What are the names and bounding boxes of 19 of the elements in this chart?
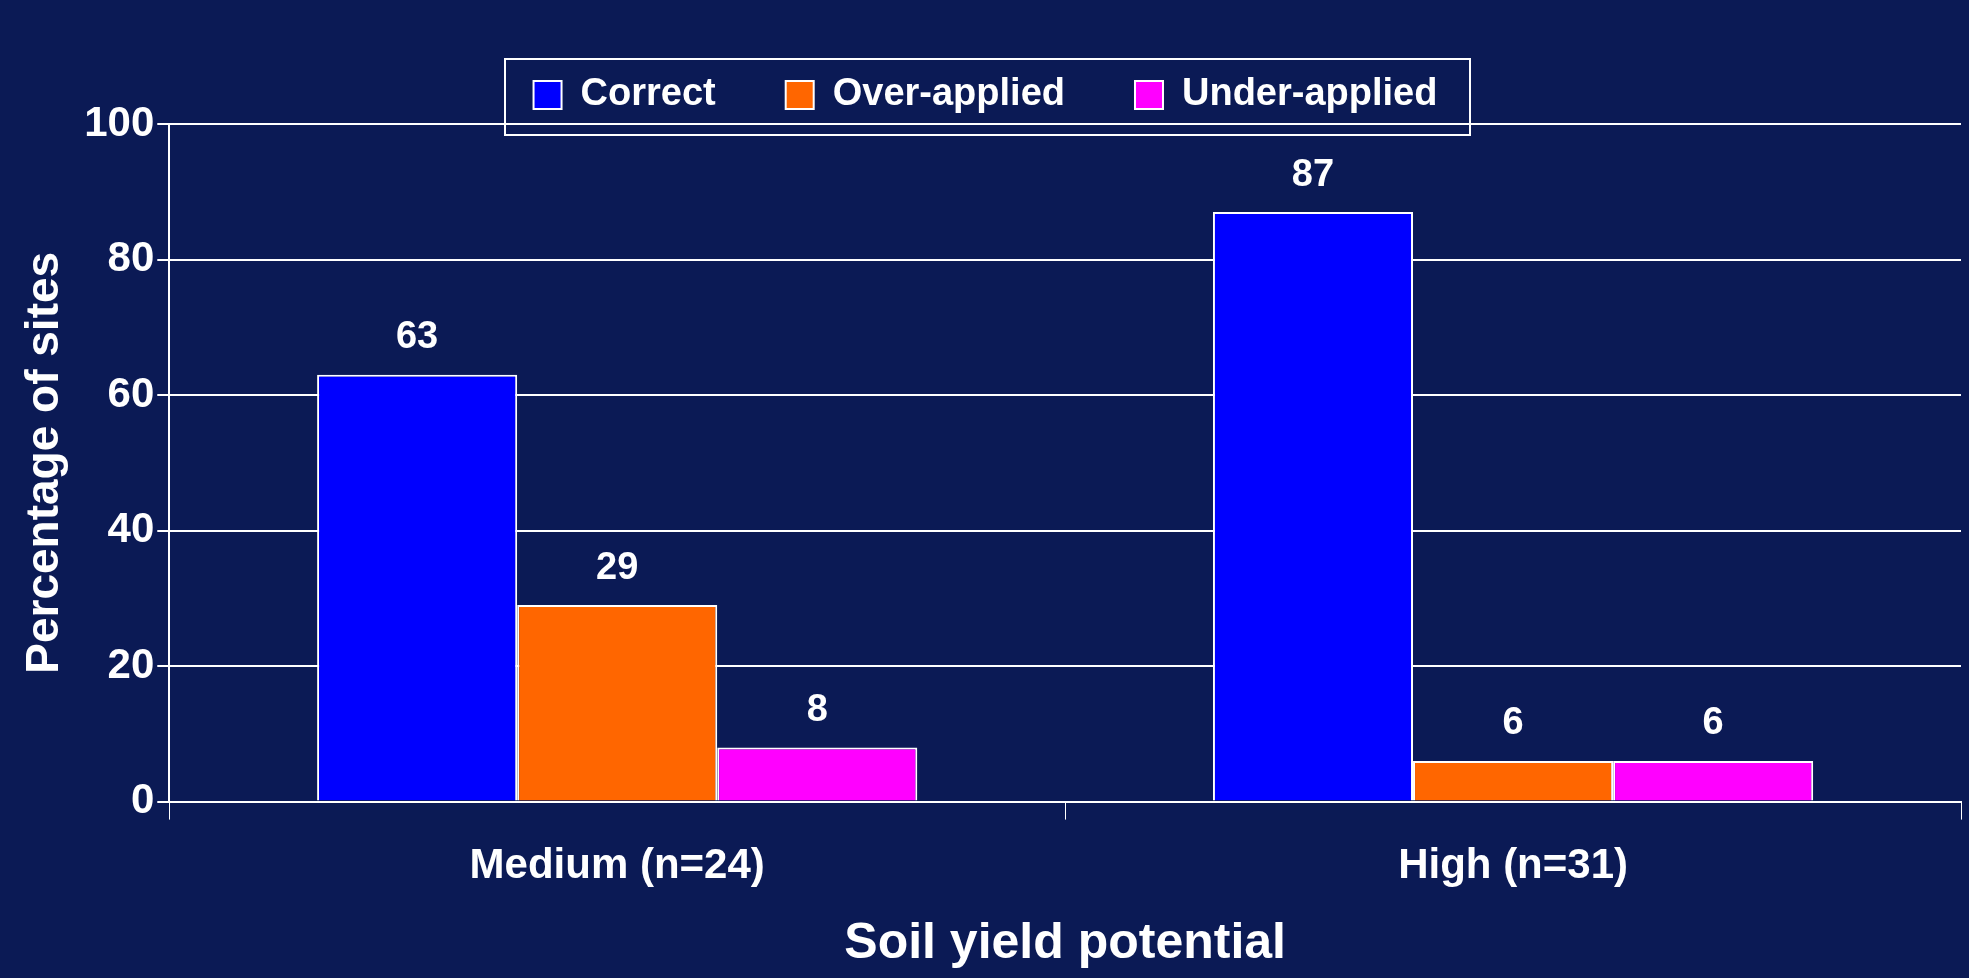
- legend-label: Correct: [580, 71, 717, 114]
- x-axis-title: Soil yield potential: [844, 912, 1286, 969]
- y-tick-label: 80: [107, 233, 155, 281]
- data-label: 6: [1502, 700, 1524, 743]
- y-tick-label: 100: [84, 97, 155, 145]
- y-tick-label: 0: [130, 775, 155, 823]
- legend-label: Under-applied: [1181, 71, 1438, 114]
- y-tick-label: 60: [107, 368, 155, 416]
- y-tick-label: 40: [107, 504, 155, 552]
- legend-label: Over-applied: [832, 71, 1065, 114]
- data-label: 87: [1291, 151, 1335, 194]
- data-label: 29: [596, 544, 639, 587]
- data-label: 63: [395, 314, 439, 357]
- y-tick-label: 20: [107, 639, 155, 687]
- data-label: 6: [1702, 700, 1724, 743]
- x-tick-label: Medium (n=24): [469, 840, 765, 888]
- x-tick-label: High (n=31): [1398, 840, 1628, 888]
- y-axis-title: Percentage of sites: [16, 251, 69, 674]
- data-label: 8: [806, 686, 828, 729]
